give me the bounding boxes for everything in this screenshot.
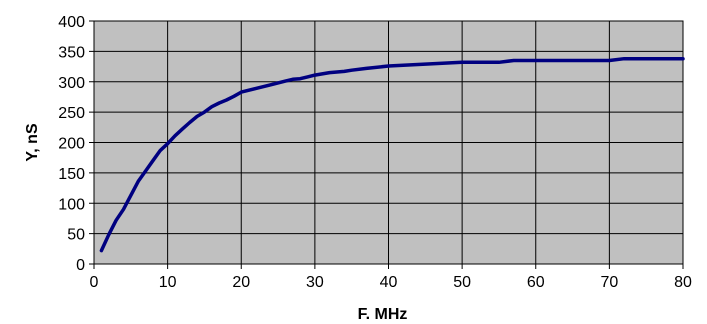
x-tick-label: 50 (453, 274, 471, 291)
y-tick-label: 200 (58, 136, 85, 153)
y-tick-label: 0 (76, 257, 85, 274)
y-tick-label: 100 (58, 196, 85, 213)
y-tick-label: 150 (58, 166, 85, 183)
series-layer (99, 56, 685, 253)
x-tick-label: 80 (674, 274, 692, 291)
y-tick-label: 50 (67, 227, 85, 244)
y-tick-label: 300 (58, 75, 85, 92)
y-tick-label: 400 (58, 14, 85, 31)
x-tick-label: 20 (232, 274, 250, 291)
x-tick-label: 10 (159, 274, 177, 291)
series-line (99, 56, 685, 253)
x-axis-title: F. MHz (358, 306, 408, 323)
axis-ticks: 0 50 100 150 200 250 300 350 400 0 10 20 30 40 50 60 70 8… (58, 14, 692, 291)
x-tick-label: 0 (90, 274, 99, 291)
x-tick-label: 40 (380, 274, 398, 291)
y-tick-label: 250 (58, 105, 85, 122)
y-tick-label: 350 (58, 44, 85, 61)
x-tick-label: 30 (306, 274, 324, 291)
x-tick-label: 60 (527, 274, 545, 291)
y-axis-title: Y, nS (24, 123, 41, 162)
x-tick-label: 70 (600, 274, 618, 291)
